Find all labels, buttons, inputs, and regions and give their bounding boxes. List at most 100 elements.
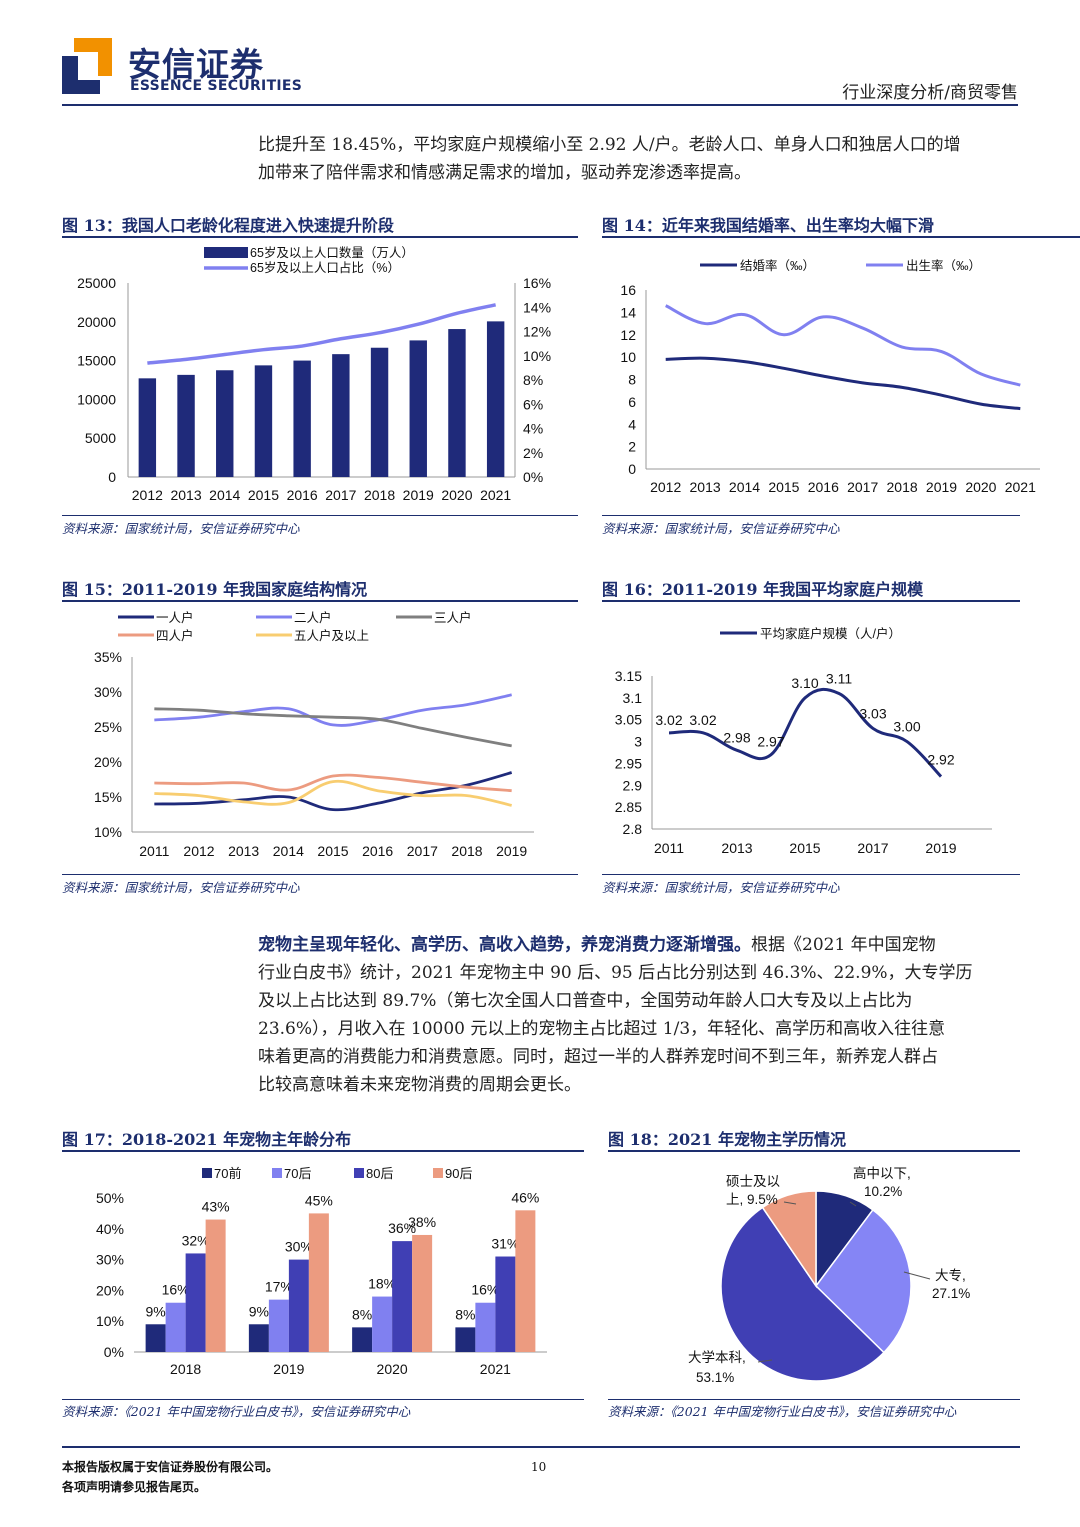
series-line <box>154 771 513 812</box>
y-tick-label: 3.1 <box>623 690 643 706</box>
x-tick-label: 2015 <box>789 840 820 856</box>
legend-label: 70前 <box>214 1166 241 1181</box>
y-tick-label: 10% <box>94 824 122 840</box>
x-tick-label: 2013 <box>228 843 259 859</box>
x-tick-label: 2016 <box>808 479 839 495</box>
source-rule <box>62 1399 584 1400</box>
x-tick-label: 2019 <box>926 479 957 495</box>
bar <box>486 321 505 477</box>
x-tick-label: 2012 <box>183 843 214 859</box>
data-label: 45% <box>305 1192 333 1208</box>
x-tick-label: 2017 <box>407 843 438 859</box>
figure-title: 图 14：近年来我国结婚率、出生率均大幅下滑 <box>602 216 934 235</box>
y-tick-label: 2 <box>628 439 636 455</box>
chart-fig14: 16 14 12 10 8 6 4 2 0 2012 2013 2014 2015 2016 2017 201… <box>620 258 1040 495</box>
legend-label: 五人户及以上 <box>294 628 369 643</box>
footer-disclaimer: 各项声明请参见报告尾页。 <box>62 1480 207 1494</box>
bar <box>308 1213 329 1352</box>
data-label: 3.02 <box>689 712 716 728</box>
x-tick-label: 2017 <box>325 487 356 503</box>
legend-label: 70后 <box>284 1166 311 1181</box>
legend-swatch <box>354 1168 364 1178</box>
x-tick-label: 2015 <box>317 843 348 859</box>
pie-label-name: 大学本科, <box>688 1350 746 1365</box>
figure-source: 资料来源：国家统计局，安信证券研究中心 <box>602 521 840 536</box>
y-tick-label: 2.9 <box>623 777 643 793</box>
data-label: 43% <box>202 1199 230 1215</box>
figure-title-rule <box>608 1150 1020 1152</box>
x-tick-label: 2021 <box>480 1361 511 1377</box>
x-tick-label: 2012 <box>650 479 681 495</box>
y-tick-label: 40% <box>96 1221 124 1237</box>
y-tick-label: 0 <box>628 461 636 477</box>
data-label: 3.02 <box>655 712 682 728</box>
figure-title: 图 18：2021 年宠物主学历情况 <box>608 1130 846 1149</box>
data-label: 3.00 <box>893 719 920 735</box>
legend-label: 一人户 <box>156 610 194 625</box>
source-rule <box>602 515 1020 516</box>
x-tick-label: 2020 <box>377 1361 408 1377</box>
y-tick-label: 20% <box>94 754 122 770</box>
x-tick-label: 2020 <box>441 487 472 503</box>
bar <box>248 1324 269 1352</box>
y-tick-label: 8 <box>628 372 636 388</box>
footer-rule <box>62 1446 1020 1448</box>
x-tick-label: 2013 <box>170 487 201 503</box>
bar <box>412 1234 433 1352</box>
series-line <box>154 779 512 807</box>
legend-label: 三人户 <box>434 610 472 625</box>
series-line <box>668 687 943 778</box>
data-label: 9% <box>249 1303 269 1319</box>
figure-title: 图 13：我国人口老龄化程度进入快速提升阶段 <box>62 216 394 235</box>
y-tick-label: 35% <box>94 649 122 665</box>
y-tick-label: 3.15 <box>615 668 642 684</box>
header-divider <box>62 104 1018 106</box>
data-label: 18% <box>368 1276 396 1292</box>
legend-label: 四人户 <box>156 628 194 643</box>
figure-title: 图 15：2011-2019 年我国家庭结构情况 <box>62 580 368 599</box>
x-tick-label: 2014 <box>273 843 304 859</box>
bar <box>138 378 157 477</box>
source-rule <box>62 874 578 875</box>
bar <box>409 340 427 477</box>
x-tick-label: 2019 <box>273 1361 304 1377</box>
pie-label-value: 27.1% <box>932 1286 970 1301</box>
x-tick-label: 2019 <box>925 840 956 856</box>
x-tick-label: 2016 <box>287 487 318 503</box>
y-tick-label-left: 15000 <box>77 353 116 369</box>
y-tick-label-right: 8% <box>523 372 543 388</box>
pie-label-name: 大专, <box>935 1268 966 1283</box>
data-label: 36% <box>388 1220 416 1236</box>
y-tick-label-right: 0% <box>523 469 543 485</box>
x-tick-label: 2017 <box>847 479 878 495</box>
data-label: 2.98 <box>723 729 750 745</box>
chart-fig13: 25000 20000 15000 10000 5000 0 16% 14% 12% 10% 8% 6… <box>77 245 551 503</box>
figure-source: 资料来源：《2021 年中国宠物行业白皮书》，安信证券研究中心 <box>608 1404 957 1419</box>
data-label: 17% <box>265 1279 293 1295</box>
data-label: 3.10 <box>791 675 818 691</box>
series-line <box>154 693 512 727</box>
figure-title-rule <box>62 600 578 602</box>
x-tick-label: 2012 <box>132 487 163 503</box>
legend-label: 65岁及以上人口数量（万人） <box>250 245 414 260</box>
bar <box>177 374 195 477</box>
x-tick-label: 2021 <box>1005 479 1036 495</box>
bar <box>448 329 466 477</box>
series-line <box>154 773 512 793</box>
x-tick-label: 2011 <box>139 843 169 859</box>
pie-slice <box>720 1206 885 1382</box>
data-label: 38% <box>408 1214 436 1230</box>
y-tick-label: 30% <box>96 1252 124 1268</box>
figure-title-rule <box>602 600 1020 602</box>
bar <box>268 1299 289 1352</box>
y-tick-label: 10% <box>96 1313 124 1329</box>
y-tick-label: 10 <box>620 349 636 365</box>
x-tick-label: 2014 <box>209 487 240 503</box>
bar <box>254 365 273 477</box>
y-tick-label: 30% <box>94 684 122 700</box>
data-label: 46% <box>511 1189 539 1205</box>
chart-fig17: 50% 40% 30% 20% 10% 0% 9% 16% 32% 43% 2018 9% 17% 30%… <box>96 1166 547 1377</box>
pie-leader-line <box>849 1201 857 1207</box>
pie-leader-line <box>757 1359 773 1363</box>
data-label: 32% <box>182 1232 210 1248</box>
